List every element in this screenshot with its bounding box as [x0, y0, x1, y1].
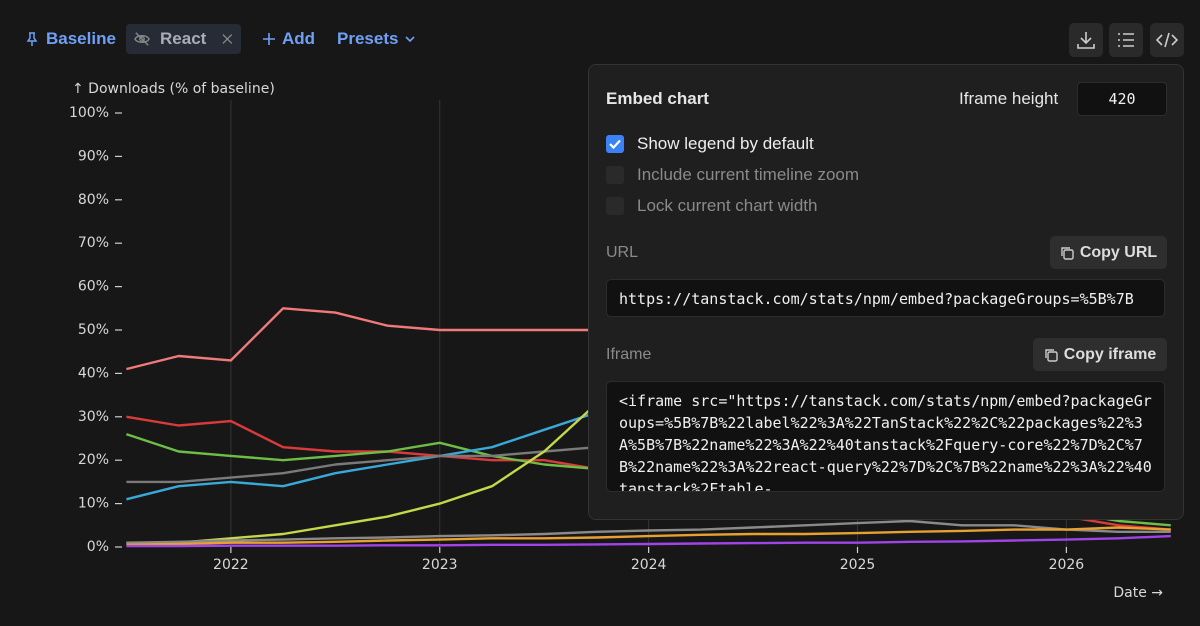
checkbox-label[interactable]: Include current timeline zoom: [637, 165, 860, 184]
y-tick-label: 50%: [78, 322, 109, 338]
check-icon: [609, 139, 621, 150]
chevron-icon: [405, 36, 416, 43]
y-tick-label: 30%: [78, 409, 109, 425]
x-tick-label: 2025: [840, 557, 876, 573]
series-line: [126, 534, 1171, 548]
copy-url-label: Copy URL: [1079, 243, 1158, 261]
series-line: [126, 526, 1171, 546]
remove-icon[interactable]: [222, 33, 233, 45]
presets-button[interactable]: Presets: [337, 24, 416, 54]
y-tick-label: 70%: [78, 235, 109, 251]
y-tick-label: 90%: [78, 148, 109, 164]
y-tick-label: 60%: [78, 279, 109, 295]
checkbox[interactable]: [606, 197, 624, 215]
checkbox[interactable]: [606, 166, 624, 184]
list-icon: [1118, 33, 1134, 47]
add-button[interactable]: Add: [262, 24, 315, 54]
checkbox-label[interactable]: Lock current chart width: [637, 196, 818, 215]
pin-icon: [26, 32, 38, 46]
y-axis-title: ↑ Downloads (% of baseline): [72, 81, 275, 97]
legend-button[interactable]: [1109, 23, 1143, 57]
x-tick-label: 2024: [631, 557, 667, 573]
copy-iframe-label: Copy iframe: [1063, 345, 1157, 363]
x-axis-title: Date →: [1113, 585, 1163, 601]
add-label: Add: [282, 29, 316, 48]
copy-icon: [1061, 246, 1074, 260]
y-tick-label: 100%: [69, 105, 109, 121]
y-tick-label: 80%: [78, 192, 109, 208]
presets-label: Presets: [337, 29, 399, 48]
checkbox[interactable]: [606, 135, 624, 153]
copy-url-button[interactable]: Copy URL: [1050, 236, 1167, 269]
iframe-code[interactable]: <iframe src="https://tanstack.com/stats/…: [606, 381, 1165, 492]
react-chip[interactable]: React: [126, 24, 241, 54]
x-tick-label: 2022: [213, 557, 249, 573]
plus-icon: [263, 33, 275, 45]
y-tick-label: 40%: [78, 365, 109, 381]
iframe-label: Iframe: [606, 346, 652, 363]
x-tick-label: 2023: [422, 557, 458, 573]
code-icon: [1156, 32, 1178, 48]
copy-iframe-button[interactable]: Copy iframe: [1033, 338, 1167, 371]
x-tick-label: 2026: [1049, 557, 1085, 573]
series-line: [126, 519, 1171, 544]
baseline-label: Baseline: [46, 29, 116, 48]
react-label: React: [160, 29, 207, 48]
checkbox-label[interactable]: Show legend by default: [637, 134, 814, 153]
y-tick-label: 0%: [87, 539, 109, 555]
download-button[interactable]: [1069, 23, 1103, 57]
hidden-icon: [134, 32, 150, 46]
y-tick-label: 20%: [78, 452, 109, 468]
embed-title: Embed chart: [606, 89, 709, 108]
embed-popover: Embed chart Iframe height 420 Show legen…: [588, 64, 1184, 520]
url-label: URL: [606, 244, 639, 261]
download-icon: [1077, 32, 1095, 49]
y-tick-label: 10%: [78, 496, 109, 512]
embed-button[interactable]: [1150, 23, 1184, 57]
url-field[interactable]: https://tanstack.com/stats/npm/embed?pac…: [606, 279, 1165, 317]
iframe-height-input[interactable]: 420: [1077, 82, 1167, 116]
iframe-height-label: Iframe height: [959, 89, 1059, 108]
baseline-button[interactable]: Baseline: [24, 24, 116, 54]
copy-icon: [1045, 348, 1058, 362]
